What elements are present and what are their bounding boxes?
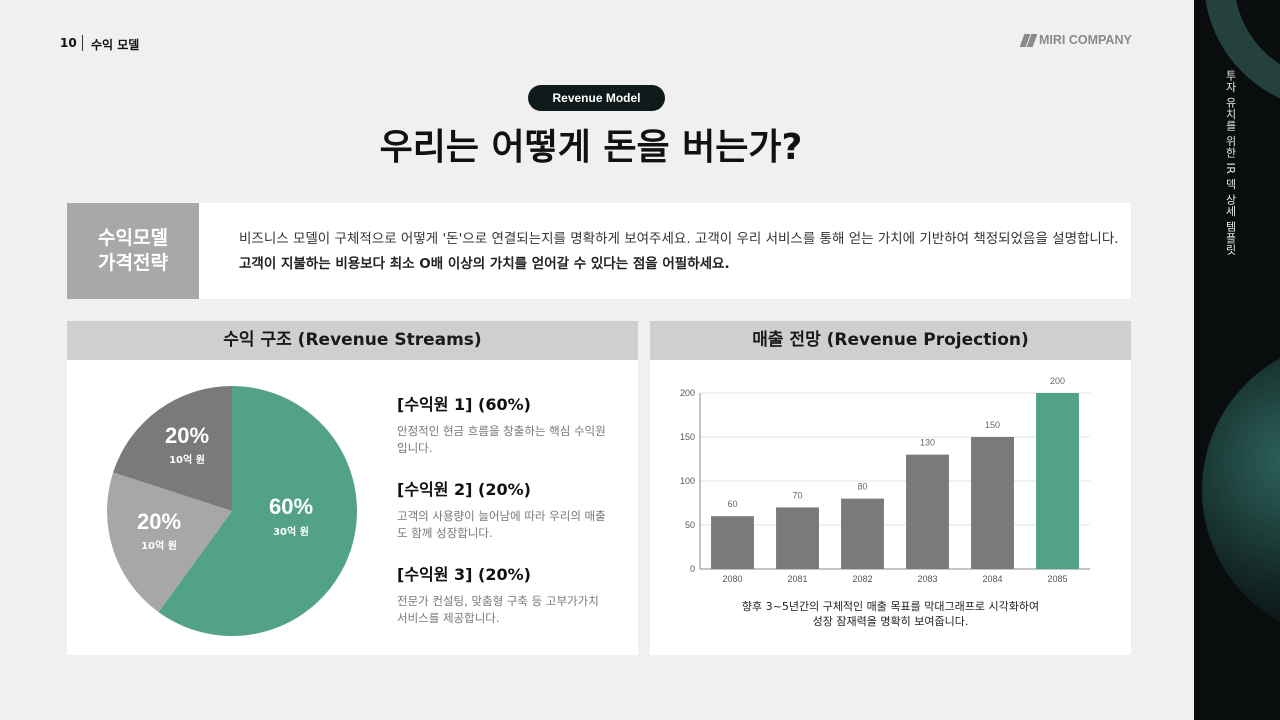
- decorative-shape: [1204, 0, 1280, 110]
- stream-desc: 고객의 사용량이 늘어남에 따라 우리의 매출도 함께 성장합니다.: [397, 509, 606, 540]
- page-title: 우리는 어떻게 돈을 버는가?: [379, 127, 803, 168]
- bar-2080: [711, 516, 754, 569]
- intro-text-bold: 고객이 지불하는 비용보다 최소 O배 이상의 가치를 얻어갈 수 있다는 점을…: [239, 256, 730, 272]
- bar-value-label: 60: [727, 499, 737, 509]
- stream-title: [수익원 2] (20%): [397, 480, 531, 499]
- revenue-stream-1: [수익원 1] (60%) 안정적인 현금 흐름을 창출하는 핵심 수익원입니다…: [397, 391, 607, 457]
- section-name: 수익 모델: [91, 38, 140, 52]
- x-tick-label: 2085: [1047, 574, 1067, 584]
- bar-2082: [841, 498, 884, 569]
- section-badge: Revenue Model: [528, 85, 665, 111]
- pie-label-pct-3: 20%: [165, 423, 209, 448]
- stream-title: [수익원 1] (60%): [397, 395, 531, 414]
- pie-label-amount-3: 10억 원: [169, 453, 205, 466]
- bar-value-label: 130: [920, 438, 935, 448]
- bar-2083: [906, 454, 949, 569]
- pie-label-pct-2: 20%: [137, 509, 181, 534]
- y-tick-label: 50: [685, 520, 695, 530]
- revenue-projection-panel: 매출 전망 (Revenue Projection) 0 50 100 150 200 6…: [650, 321, 1131, 655]
- logo-text: MIRI COMPANY: [1039, 33, 1132, 47]
- bar-value-label: 150: [985, 420, 1000, 430]
- chart-caption: 향후 3~5년간의 구체적인 매출 목표를 막대그래프로 시각화하여 성장 잠재…: [650, 599, 1131, 629]
- chart-caption-line1: 향후 3~5년간의 구체적인 매출 목표를 막대그래프로 시각화하여: [741, 600, 1040, 613]
- pie-label-amount-2: 10억 원: [141, 539, 177, 552]
- intro-label-line2: 가격전략: [98, 252, 168, 274]
- page-number: 10: [60, 36, 77, 50]
- y-tick-label: 0: [690, 564, 695, 574]
- intro-box: 수익모델 가격전략 비즈니스 모델이 구체적으로 어떻게 '돈'으로 연결되는지…: [67, 203, 1131, 299]
- y-tick-label: 150: [680, 432, 695, 442]
- bar-value-label: 80: [857, 482, 867, 492]
- revenue-streams-panel: 수익 구조 (Revenue Streams) 60% 30억 원 20% 10…: [67, 321, 638, 655]
- y-tick-label: 100: [680, 476, 695, 486]
- bar-value-label: 70: [792, 490, 802, 500]
- header-divider: [82, 35, 83, 51]
- bar-2085: [1036, 393, 1079, 569]
- y-tick-label: 200: [680, 388, 695, 398]
- x-tick-label: 2083: [917, 574, 937, 584]
- pie-label-pct-1: 60%: [269, 494, 313, 519]
- stream-desc: 안정적인 현금 흐름을 창출하는 핵심 수익원입니다.: [397, 424, 606, 455]
- bar-2081: [776, 507, 819, 569]
- decorative-side-panel: 투자 유치를 위한 IR 덱 상세 템플릿: [1194, 0, 1280, 720]
- pie-label-amount-1: 30억 원: [273, 525, 309, 538]
- intro-text: 비즈니스 모델이 구체적으로 어떻게 '돈'으로 연결되는지를 명확하게 보여주…: [239, 227, 1119, 277]
- revenue-projection-heading: 매출 전망 (Revenue Projection): [650, 321, 1131, 360]
- stream-title: [수익원 3] (20%): [397, 565, 531, 584]
- logo-icon: [1019, 33, 1038, 47]
- slide: 10 수익 모델 MIRI COMPANY Revenue Model 우리는 …: [60, 33, 1132, 655]
- x-tick-label: 2080: [722, 574, 742, 584]
- revenue-stream-2: [수익원 2] (20%) 고객의 사용량이 늘어남에 따라 우리의 매출도 함…: [397, 476, 607, 542]
- pie-slice-1: [158, 386, 358, 636]
- x-tick-label: 2081: [787, 574, 807, 584]
- bar-2084: [971, 437, 1014, 569]
- revenue-pie-chart: 60% 30억 원 20% 10억 원 20% 10억 원: [106, 386, 358, 636]
- intro-label: 수익모델 가격전략: [67, 203, 199, 299]
- company-logo: MIRI COMPANY: [1019, 33, 1132, 47]
- pie-slice-3: [113, 386, 232, 511]
- x-tick-label: 2082: [852, 574, 872, 584]
- revenue-streams-heading: 수익 구조 (Revenue Streams): [67, 321, 638, 360]
- stream-desc: 전문가 컨설팅, 맞춤형 구축 등 고부가가치 서비스를 제공합니다.: [397, 594, 599, 625]
- intro-label-line1: 수익모델: [98, 227, 168, 249]
- bar-value-label: 200: [1050, 376, 1065, 386]
- decorative-shape: [1202, 340, 1280, 640]
- intro-text-plain: 비즈니스 모델이 구체적으로 어떻게 '돈'으로 연결되는지를 명확하게 보여주…: [239, 231, 1119, 247]
- pie-slice-2: [106, 472, 232, 613]
- x-tick-label: 2084: [982, 574, 1002, 584]
- revenue-stream-3: [수익원 3] (20%) 전문가 컨설팅, 맞춤형 구축 등 고부가가치 서비…: [397, 561, 607, 627]
- side-vertical-text: 투자 유치를 위한 IR 덱 상세 템플릿: [1224, 70, 1237, 256]
- revenue-bar-chart: 0 50 100 150 200 60 2080 70 2081 80 2082 130 2083 150…: [680, 376, 1090, 584]
- chart-caption-line2: 성장 잠재력을 명확히 보여줍니다.: [812, 615, 969, 628]
